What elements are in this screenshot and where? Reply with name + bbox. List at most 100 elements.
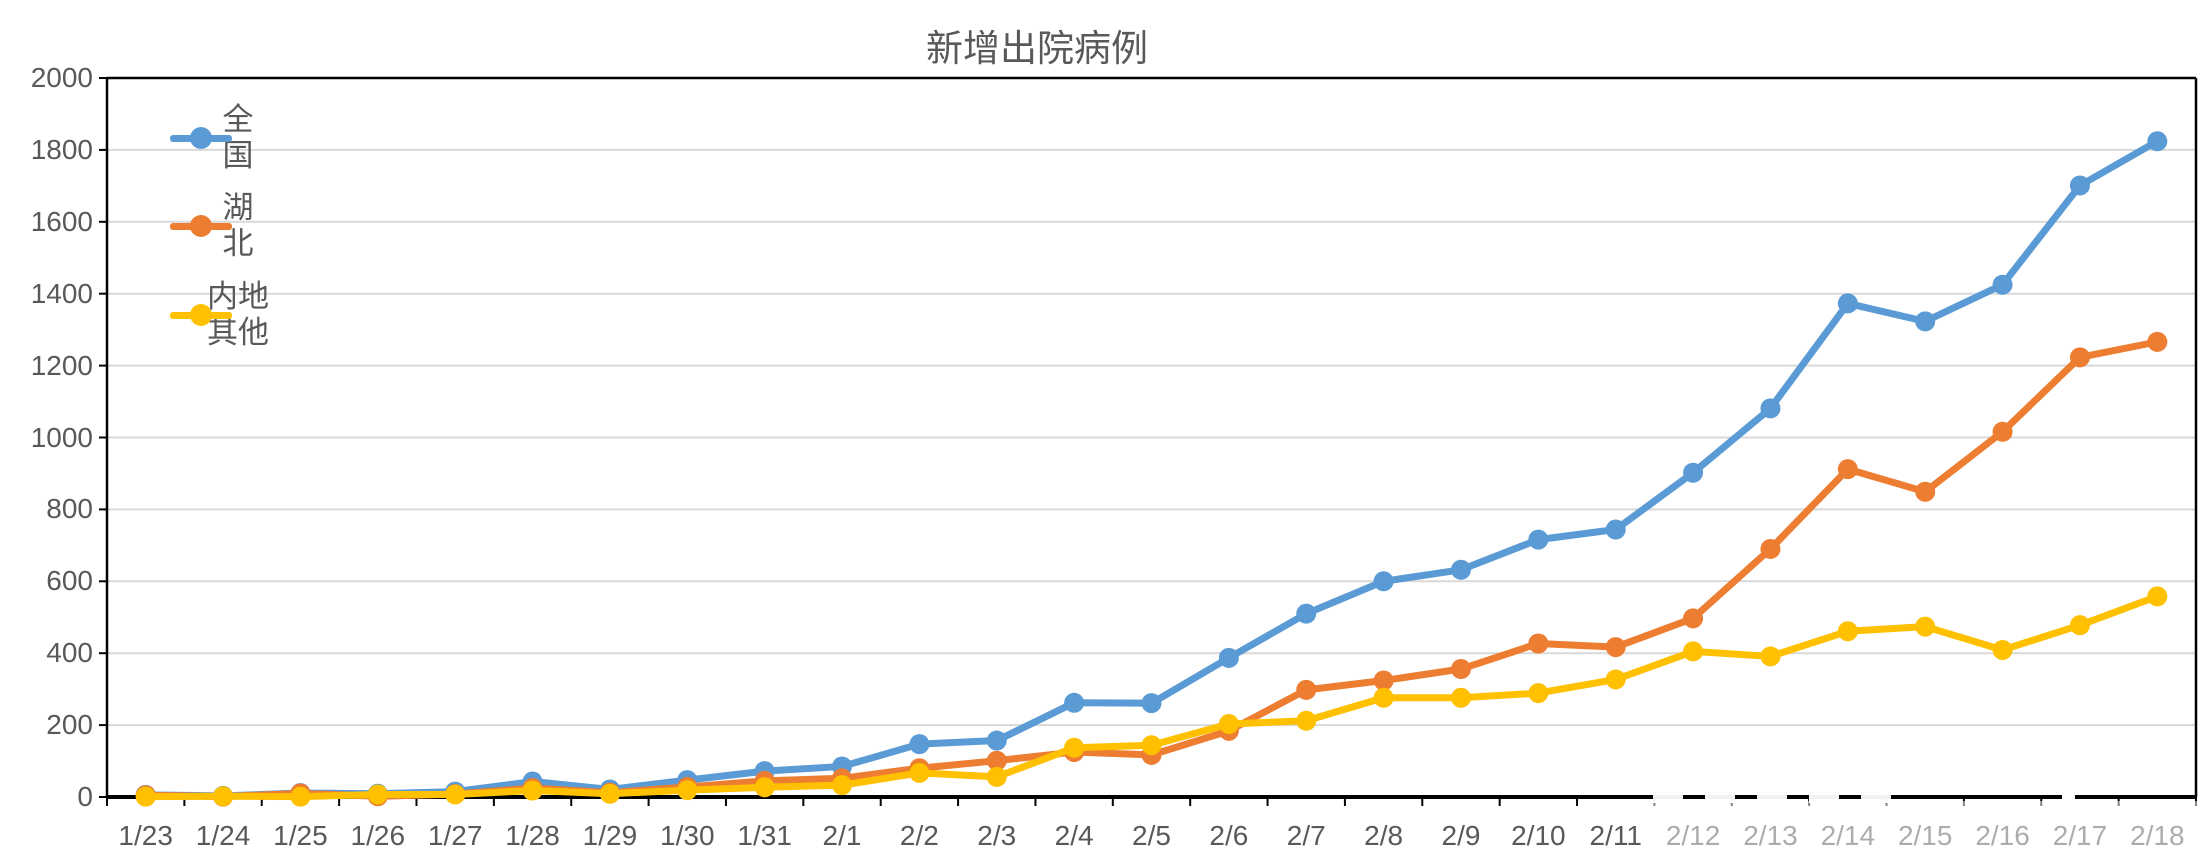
data-point — [986, 750, 1007, 771]
data-point — [213, 786, 234, 807]
data-point — [1760, 646, 1781, 667]
data-point — [1915, 481, 1936, 502]
x-tick-label: 2/13 — [1743, 820, 1798, 851]
data-point — [135, 786, 156, 807]
y-tick-label: 1200 — [30, 349, 93, 381]
x-tick-label: 2/8 — [1364, 820, 1404, 851]
data-point — [986, 730, 1007, 751]
data-point — [1992, 421, 2013, 442]
data-point — [522, 780, 543, 801]
data-point — [832, 775, 853, 796]
x-tick-label: 2/10 — [1511, 820, 1566, 851]
data-point — [1373, 670, 1394, 691]
data-point — [1064, 737, 1085, 758]
data-point — [2069, 175, 2090, 196]
x-tick-label: 1/23 — [118, 820, 173, 851]
y-tick-label: 1000 — [30, 421, 93, 453]
data-point — [1141, 735, 1162, 756]
data-point — [1450, 559, 1471, 580]
x-tick-label: 1/25 — [273, 820, 328, 851]
legend-marker-line-dot-icon — [170, 126, 232, 150]
x-tick-label: 2/9 — [1441, 820, 1481, 851]
x-tick-label: 2/4 — [1054, 820, 1094, 851]
x-tick-label: 2/15 — [1897, 820, 1953, 851]
x-tick-label: 2/12 — [1665, 820, 1721, 851]
y-tick-label: 2000 — [30, 62, 93, 93]
x-tick-label: 2/16 — [1975, 820, 2030, 851]
x-tick-label: 1/31 — [737, 820, 792, 851]
data-point — [2147, 131, 2168, 152]
data-point — [909, 762, 930, 783]
data-point — [1992, 639, 2013, 660]
data-point — [1915, 616, 1936, 637]
legend-marker-line-dot-icon — [170, 303, 232, 327]
data-point — [677, 780, 698, 801]
x-tick-label: 1/28 — [505, 820, 560, 851]
x-tick-label: 2/17 — [2052, 820, 2108, 851]
data-point — [1528, 633, 1549, 654]
data-point — [445, 784, 466, 805]
y-tick-label: 1400 — [30, 277, 93, 309]
legend-label: 湖北 — [222, 190, 254, 261]
data-point — [1683, 462, 1704, 483]
data-point — [1837, 621, 1858, 642]
data-point — [367, 784, 388, 805]
x-tick-label: 2/11 — [1589, 820, 1642, 851]
legend-marker-line-dot-icon — [170, 214, 232, 238]
legend-label: 内地其他 — [207, 279, 269, 350]
chart-title: 新增出院病例 — [926, 28, 1148, 69]
legend-item-hubei: 湖北 — [170, 190, 269, 261]
x-tick-label: 2/5 — [1132, 820, 1171, 851]
x-tick-label: 2/6 — [1209, 820, 1249, 851]
y-tick-label: 1600 — [30, 205, 93, 237]
x-tick-label: 1/26 — [350, 820, 406, 851]
y-tick-label: 1800 — [30, 133, 93, 165]
data-point — [1915, 311, 1936, 332]
data-point — [2147, 331, 2168, 352]
data-point — [754, 777, 775, 798]
data-point — [1528, 529, 1549, 550]
data-point — [1141, 693, 1162, 714]
data-point — [1605, 669, 1626, 690]
data-point — [1373, 571, 1394, 592]
data-point — [909, 734, 930, 755]
legend-label: 全国 — [222, 102, 254, 173]
data-point — [2069, 615, 2090, 636]
legend-item-national: 全国 — [170, 102, 269, 173]
data-point — [1450, 687, 1471, 708]
data-point — [1218, 714, 1239, 735]
data-point — [1683, 641, 1704, 662]
data-point — [1837, 459, 1858, 480]
data-point — [290, 786, 311, 807]
data-point — [1296, 603, 1317, 624]
data-point — [1296, 679, 1317, 700]
data-point — [2147, 586, 2168, 607]
data-point — [1218, 647, 1239, 668]
y-tick-label: 600 — [46, 565, 93, 597]
data-point — [1373, 687, 1394, 708]
x-tick-label: 2/3 — [977, 820, 1017, 851]
x-tick-label: 1/29 — [582, 820, 638, 851]
data-point — [986, 766, 1007, 787]
legend-item-mainland-other: 内地其他 — [170, 279, 269, 350]
data-point — [1450, 659, 1471, 680]
y-tick-label: 800 — [46, 493, 93, 525]
x-tick-label: 1/24 — [195, 820, 251, 851]
x-tick-label: 2/7 — [1286, 820, 1326, 851]
y-tick-label: 400 — [46, 637, 93, 669]
data-point — [1528, 683, 1549, 704]
data-point — [1992, 274, 2013, 295]
data-point — [1064, 692, 1085, 713]
y-tick-label: 0 — [77, 781, 93, 812]
series-line-1 — [142, 338, 2161, 801]
x-tick-label: 2/1 — [822, 820, 862, 851]
x-tick-label: 2/14 — [1820, 820, 1876, 851]
data-point — [1683, 608, 1704, 629]
data-point — [1760, 538, 1781, 559]
data-point — [1605, 519, 1626, 540]
x-tick-label: 2/18 — [2130, 820, 2185, 851]
x-tick-label: 1/27 — [427, 820, 483, 851]
x-tick-label: 2/2 — [899, 820, 939, 851]
data-point — [1760, 398, 1781, 419]
